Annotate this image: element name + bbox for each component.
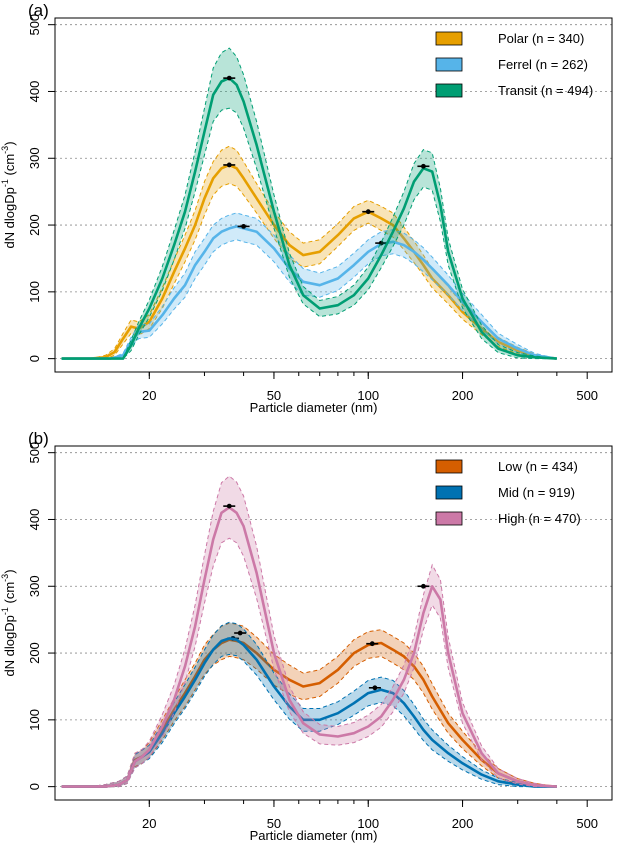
panel-a-legend-label-2: Transit (n = 494)	[498, 83, 593, 98]
panel-a-series-2-line	[61, 76, 557, 360]
panel-a-x-tick-label-100: 100	[357, 388, 379, 403]
panel-b-legend: Low (n = 434) Mid (n = 919) High (n = 470)	[435, 459, 581, 526]
panel-b-series-2-ci-band	[61, 476, 557, 787]
panel-b-series-2	[61, 475, 557, 788]
panel-b-x-tick-label-100: 100	[357, 816, 379, 831]
panel-a-y-tick-label-0: 0	[27, 355, 42, 362]
panel-a-series-0-lower-bound	[61, 183, 557, 360]
panel-b-series-0-peak-1	[369, 641, 375, 647]
panel-b-series-2-peak-1	[421, 583, 426, 589]
panel-b-y-tick-label-100: 100	[27, 709, 42, 731]
panel-a-legend-label-0: Polar (n = 340)	[498, 31, 584, 46]
panel-a-ylabel-mid: (cm	[2, 154, 17, 179]
panel-a-x-tick-label-50: 50	[267, 388, 281, 403]
panel-a-series-1-ci-band	[61, 213, 557, 359]
panel-a-ylabel-sup1: -1	[0, 179, 10, 187]
panel-a-ylabel: dN dlogDp-1 (cm-3)	[0, 141, 17, 248]
panel-a-y-tick-label-200: 200	[27, 214, 42, 236]
panel-b-y-tick-label-400: 400	[27, 509, 42, 531]
panel-a-series-1-line	[61, 225, 557, 360]
panel-b-series-1-ci-band	[61, 622, 557, 787]
panel-a-series-0-peak-1	[365, 209, 371, 215]
panel-b-series-2-upper-bound	[61, 475, 557, 788]
panel-b-x-tick-label-500: 500	[576, 816, 598, 831]
panel-a-frame	[54, 17, 613, 373]
panel-a-plot-area	[55, 24, 612, 360]
panel-b-ylabel-sup1: -1	[0, 607, 10, 615]
panel-b-ylabel: dN dlogDp-1 (cm-3)	[0, 569, 17, 676]
panel-b-ylabel-mid: (cm	[2, 582, 17, 607]
panel-a-x-tick-label-20: 20	[142, 388, 156, 403]
panel-a-xlabel: Particle diameter (nm)	[250, 400, 378, 415]
panel-b-y-tick-label-0: 0	[27, 783, 42, 790]
panel-a-x-tick-label-500: 500	[576, 388, 598, 403]
panel-a-legend-swatch-1	[435, 57, 463, 72]
panel-b-x-tick-label-20: 20	[142, 816, 156, 831]
panel-a-series-1-lower-bound	[61, 239, 557, 360]
panel-a-series-2	[61, 47, 557, 360]
panel-b-series-2-peak-0	[226, 503, 232, 509]
panel-b-series-2-line	[61, 506, 557, 788]
panel-b-legend-swatch-0	[435, 459, 463, 474]
panel-a-y-tick-label-100: 100	[27, 281, 42, 303]
panel-a-series-2-peak-1	[421, 163, 426, 169]
panel-a-series-2-peak-0	[226, 75, 232, 81]
panel-b-plot-area	[55, 452, 612, 788]
panel-b-series-1-upper-bound	[61, 621, 557, 788]
panel-a-y-tick-label-400: 400	[27, 81, 42, 103]
panel-a-series-1-upper-bound	[61, 212, 557, 360]
panel-b-xlabel: Particle diameter (nm)	[250, 828, 378, 843]
panel-a-legend-swatch-2	[435, 83, 463, 98]
panel-a-series-2-ci-band	[61, 48, 557, 359]
panel-b-series-1-peak-0	[237, 630, 243, 636]
panel-b-legend-swatch-2	[435, 511, 463, 526]
panel-a-series-0-peak-0	[226, 162, 232, 168]
panel-b-y-tick-label-500: 500	[27, 442, 42, 464]
panel-a-series-0-ci-band	[61, 146, 557, 359]
panel-a-ylabel-sup2: -3	[0, 146, 10, 154]
panel-a-series-2-lower-bound	[61, 107, 557, 360]
panel-a-ylabel-main: dN dlogDp	[2, 187, 17, 248]
panel-a-y-tick-label-500: 500	[27, 14, 42, 36]
panel-b-ylabel-main: dN dlogDp	[2, 615, 17, 676]
panel-b-ylabel-end: )	[2, 569, 17, 573]
panel-a-series-1-peak-0	[241, 223, 246, 229]
panel-b-legend-swatch-1	[435, 485, 463, 500]
panel-b-legend-label-2: High (n = 470)	[498, 511, 581, 526]
panel-a-label: (a)	[28, 1, 49, 20]
panel-b-x-tick-label-50: 50	[267, 816, 281, 831]
panel-b-label: (b)	[28, 429, 49, 448]
panel-b-ylabel-sup2: -3	[0, 574, 10, 582]
panel-b-x-tick-label-200: 200	[452, 816, 474, 831]
panel-a-x-tick-label-200: 200	[452, 388, 474, 403]
panel-a-series-2-upper-bound	[61, 47, 557, 360]
panel-b-legend-label-1: Mid (n = 919)	[498, 485, 575, 500]
panel-a-legend-swatch-0	[435, 31, 463, 46]
panel-a-legend-label-1: Ferrel (n = 262)	[498, 57, 588, 72]
panel-b-frame	[54, 445, 613, 801]
panel-a-series-1	[61, 212, 557, 360]
panel-a-ylabel-end: )	[2, 141, 17, 145]
panel-b: (b) Particle diameter (nm) dN dlogDp-1 (…	[0, 429, 613, 843]
panel-a-y-tick-label-300: 300	[27, 147, 42, 169]
panel-a-legend: Polar (n = 340) Ferrel (n = 262) Transit (…	[435, 31, 593, 98]
panel-b-series-1-peak-1	[372, 685, 378, 691]
panel-b-y-tick-label-200: 200	[27, 642, 42, 664]
panel-a: (a) Particle diameter (nm) dN dlogDp-1 (…	[0, 1, 613, 415]
panel-b-legend-label-0: Low (n = 434)	[498, 459, 578, 474]
panel-b-y-tick-label-300: 300	[27, 575, 42, 597]
